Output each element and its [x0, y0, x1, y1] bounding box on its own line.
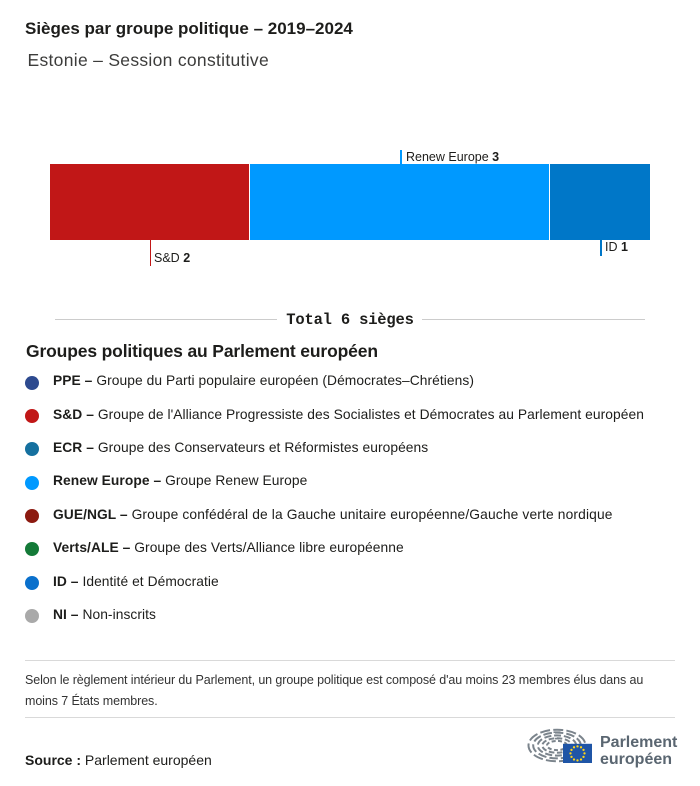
- svg-text:européen: européen: [600, 751, 672, 768]
- svg-text:Parlement: Parlement: [600, 734, 678, 751]
